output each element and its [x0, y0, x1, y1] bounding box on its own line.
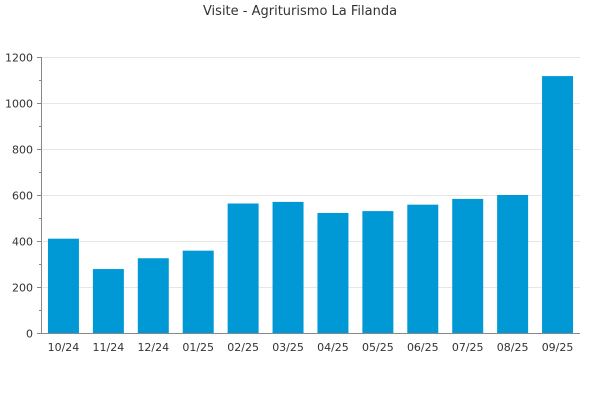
bar-06-25 [407, 204, 439, 333]
axes [37, 57, 580, 334]
y-tick-label: 1200 [5, 52, 33, 65]
x-tick-label: 11/24 [93, 341, 125, 354]
bar-09-25 [542, 76, 574, 333]
x-tick-label: 03/25 [272, 341, 304, 354]
y-tick-label: 400 [12, 236, 33, 249]
x-tick-label: 04/25 [317, 341, 349, 354]
x-tick-label: 06/25 [407, 341, 439, 354]
x-tick-labels: 10/24 11/24 12/24 01/25 02/25 03/25 04/25 05/25… [48, 341, 574, 354]
bar-08-25 [497, 195, 529, 333]
bar-10-24 [47, 238, 79, 333]
bar-01-25 [182, 250, 214, 333]
y-tick-label: 800 [12, 144, 33, 157]
bars [47, 76, 574, 333]
y-tick-label: 0 [26, 328, 33, 341]
y-tick-label: 600 [12, 190, 33, 203]
x-tick-label: 10/24 [48, 341, 80, 354]
bar-05-25 [362, 211, 394, 333]
bar-02-25 [227, 203, 259, 333]
bar-03-25 [272, 201, 304, 333]
bar-07-25 [452, 198, 484, 333]
x-tick-label: 07/25 [452, 341, 484, 354]
bar-12-24 [137, 258, 169, 333]
bar-11-24 [92, 269, 124, 333]
y-tick-label: 200 [12, 282, 33, 295]
grid-lines [41, 57, 580, 288]
x-tick-label: 02/25 [227, 341, 259, 354]
x-tick-label: 05/25 [362, 341, 394, 354]
x-tick-label: 12/24 [137, 341, 169, 354]
x-tick-label: 09/25 [542, 341, 574, 354]
bar-04-25 [317, 212, 349, 333]
y-tick-label: 1000 [5, 98, 33, 111]
chart-title: Visite - Agriturismo La Filanda [202, 4, 398, 19]
y-tick-labels: 0 200 400 600 800 1000 1200 [5, 52, 33, 341]
x-tick-label: 01/25 [182, 341, 214, 354]
x-tick-label: 08/25 [497, 341, 529, 354]
